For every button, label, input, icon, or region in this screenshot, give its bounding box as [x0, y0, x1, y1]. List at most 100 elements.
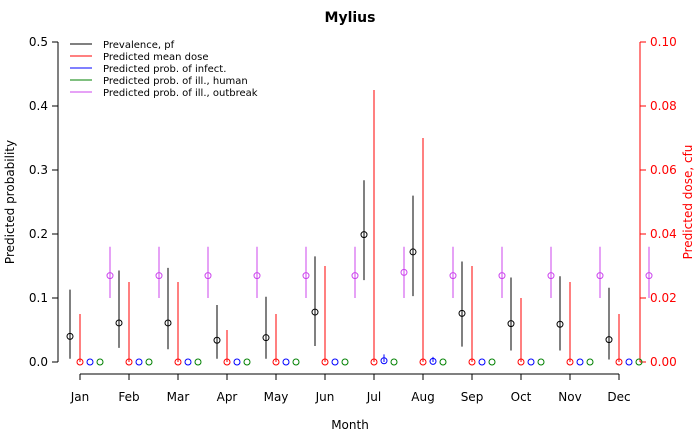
data-point: [645, 272, 653, 280]
data-point: [243, 358, 251, 366]
data-point: [419, 358, 427, 366]
series-3: [86, 354, 633, 366]
data-point: [86, 358, 94, 366]
data-point: [458, 309, 466, 317]
data-point: [302, 272, 310, 280]
data-point: [596, 272, 604, 280]
x-tick-label: Apr: [217, 390, 238, 404]
x-tick-label: Mar: [167, 390, 190, 404]
data-point: [351, 272, 359, 280]
data-point: [390, 358, 398, 366]
x-tick-label: Feb: [118, 390, 139, 404]
data-point: [174, 358, 182, 366]
data-point: [115, 319, 123, 327]
data-point: [341, 358, 349, 366]
x-tick-label: Sep: [461, 390, 484, 404]
data-point: [439, 358, 447, 366]
y-tick-label: 0.3: [29, 163, 48, 177]
y-right-tick-label: 0.02: [650, 291, 677, 305]
data-point: [400, 268, 408, 276]
y-right-tick-label: 0.04: [650, 227, 677, 241]
legend-label: Predicted prob. of infect.: [103, 64, 226, 75]
legend-label: Predicted prob. of ill., outbreak: [103, 88, 258, 99]
x-tick-label: Aug: [411, 390, 434, 404]
x-tick-label: Jul: [366, 390, 381, 404]
data-point: [527, 358, 535, 366]
data-point: [478, 358, 486, 366]
y-tick-label: 0.0: [29, 355, 48, 369]
data-point: [360, 231, 368, 239]
data-point: [556, 320, 564, 328]
data-point: [292, 358, 300, 366]
data-point: [586, 358, 594, 366]
legend-label: Predicted mean dose: [103, 52, 209, 63]
data-point: [311, 308, 319, 316]
data-point: [517, 358, 525, 366]
data-point: [223, 358, 231, 366]
chart-title: Mylius: [325, 10, 376, 26]
x-tick-label: Nov: [558, 390, 581, 404]
data-point: [106, 272, 114, 280]
data-point: [331, 358, 339, 366]
data-point: [409, 248, 417, 256]
data-point: [125, 358, 133, 366]
series-2: [76, 90, 623, 366]
series-1: [66, 180, 613, 360]
x-tick-label: Jan: [70, 390, 90, 404]
y-right-tick-label: 0.00: [650, 355, 677, 369]
y-right-tick-label: 0.10: [650, 35, 677, 49]
x-tick-label: Dec: [607, 390, 630, 404]
data-point: [635, 358, 643, 366]
data-point: [449, 272, 457, 280]
legend-label: Prevalence, pf: [103, 40, 175, 51]
data-point: [370, 358, 378, 366]
data-point: [282, 358, 290, 366]
data-point: [145, 358, 153, 366]
data-point: [204, 272, 212, 280]
data-point: [380, 357, 388, 365]
y-tick-label: 0.5: [29, 35, 48, 49]
data-point: [625, 358, 633, 366]
data-point: [488, 358, 496, 366]
y-tick-label: 0.1: [29, 291, 48, 305]
x-tick-label: Oct: [511, 390, 532, 404]
data-point: [605, 336, 613, 344]
data-point: [321, 358, 329, 366]
x-tick-label: Jun: [315, 390, 335, 404]
data-point: [537, 358, 545, 366]
y-tick-label: 0.4: [29, 99, 48, 113]
y-right-tick-label: 0.08: [650, 99, 677, 113]
data-point: [498, 272, 506, 280]
data-point: [164, 319, 172, 327]
data-point: [213, 336, 221, 344]
data-point: [262, 334, 270, 342]
data-point: [66, 332, 74, 340]
data-point: [507, 320, 515, 328]
data-point: [155, 272, 163, 280]
data-point: [135, 358, 143, 366]
data-point: [576, 358, 584, 366]
y-tick-label: 0.2: [29, 227, 48, 241]
axes: 0.0 0.1 0.2 0.3 0.4 0.5 0.00 0.02 0.04 0.06 0.08 0.…: [29, 35, 677, 404]
data-point: [272, 358, 280, 366]
y-axis-label: Predicted probability: [3, 140, 17, 264]
legend-label: Predicted prob. of ill., human: [103, 76, 248, 87]
y-axis-right-label: Predicted dose, cfu: [681, 145, 695, 260]
data-point: [547, 272, 555, 280]
x-tick-label: May: [264, 390, 289, 404]
y-right-tick-label: 0.06: [650, 163, 677, 177]
data-point: [468, 358, 476, 366]
data-point: [184, 358, 192, 366]
data-point: [194, 358, 202, 366]
data-point: [566, 358, 574, 366]
data-point: [76, 358, 84, 366]
x-axis-label: Month: [331, 418, 369, 432]
data-point: [96, 358, 104, 366]
series-5: [106, 246, 653, 298]
data-point: [615, 358, 623, 366]
data-point: [429, 357, 437, 365]
data-point: [233, 358, 241, 366]
data-marks: [66, 90, 653, 366]
